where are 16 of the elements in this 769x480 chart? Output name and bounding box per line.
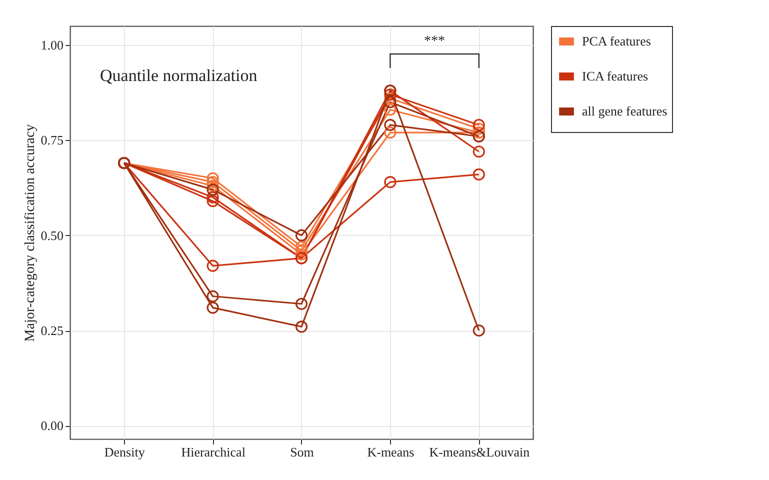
y-tick-label: 0.75	[40, 132, 64, 148]
x-tick-label: K-means	[367, 444, 414, 460]
y-axis-title: Major-category classification accuracy	[22, 124, 38, 342]
y-tick-label: 0.50	[40, 228, 64, 243]
y-tick-label: 0.00	[40, 418, 64, 434]
x-tick-label: Hierarchical	[181, 444, 246, 460]
x-tick-label: Som	[290, 444, 314, 460]
legend-label: PCA features	[582, 34, 651, 48]
x-tick-label: K-means&Louvain	[429, 444, 530, 460]
annotation: Quantile normalization	[100, 66, 258, 85]
x-tick-label: Density	[104, 444, 146, 460]
annotation: ***	[424, 34, 446, 49]
y-tick-label: 1.00	[40, 38, 64, 53]
y-tick-label: 0.25	[40, 323, 64, 338]
legend-label: ICA features	[582, 68, 648, 84]
legend-label: all gene features	[582, 104, 668, 118]
